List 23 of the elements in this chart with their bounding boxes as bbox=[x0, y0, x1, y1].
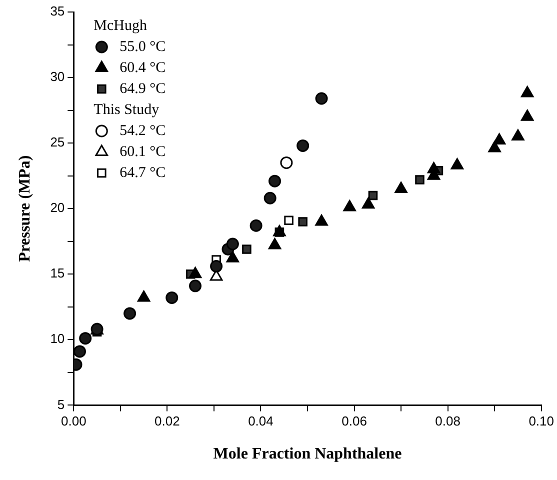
y-tick-label: 20 bbox=[50, 200, 65, 216]
y-tick-label: 10 bbox=[50, 331, 65, 346]
legend-label: 55.0 °C bbox=[120, 38, 166, 55]
legend-label: 54.2 °C bbox=[120, 122, 166, 139]
y-tick-label: 15 bbox=[50, 266, 65, 281]
x-tick-label: 0.06 bbox=[342, 414, 367, 429]
legend-label: 64.9 °C bbox=[120, 80, 166, 97]
x-tick-label: 0.00 bbox=[61, 414, 86, 429]
x-tick-label: 0.04 bbox=[248, 414, 274, 429]
y-tick-label: 35 bbox=[50, 4, 65, 19]
legend-label: 64.7 °C bbox=[120, 164, 166, 181]
y-tick-label: 5 bbox=[57, 396, 65, 412]
legend-label: 60.4 °C bbox=[120, 60, 166, 76]
y-tick-label: 30 bbox=[50, 69, 65, 84]
y-tick-label: 25 bbox=[50, 134, 65, 150]
x-tick-label: 0.08 bbox=[435, 414, 460, 429]
legend-label: 60.1 °C bbox=[120, 144, 166, 160]
x-tick-label: 0.02 bbox=[154, 414, 180, 429]
x-axis-title: Mole Fraction Naphthalene bbox=[213, 446, 402, 463]
y-axis-title: Pressure (MPa) bbox=[16, 155, 34, 262]
annotation: This Study bbox=[94, 102, 160, 118]
x-tick-label: 0.10 bbox=[528, 414, 554, 429]
annotation: McHugh bbox=[94, 18, 148, 34]
